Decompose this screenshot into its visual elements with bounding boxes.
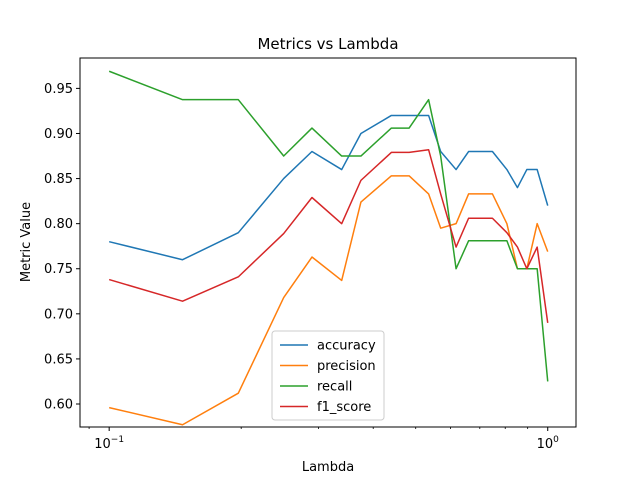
series-line-recall bbox=[108, 70, 549, 382]
series-line-f1-score bbox=[108, 148, 549, 323]
legend-box bbox=[271, 330, 385, 421]
y-tick-label: 0.95 bbox=[44, 82, 73, 97]
y-axis: 0.60 0.65 0.70 0.75 0.80 0.85 0.90 0.95 bbox=[44, 82, 80, 413]
y-tick-label: 0.75 bbox=[44, 262, 73, 277]
x-axis-label: Lambda bbox=[302, 460, 354, 475]
legend-label: recall bbox=[317, 380, 352, 395]
series-line-accuracy bbox=[108, 114, 549, 261]
y-tick-label: 0.80 bbox=[44, 217, 73, 232]
chart-title: Metrics vs Lambda bbox=[257, 35, 398, 53]
x-tick-base: 10 bbox=[94, 437, 111, 452]
x-axis: 10−1 100 bbox=[88, 427, 560, 452]
y-axis-label: Metric Value bbox=[19, 202, 34, 282]
x-tick-exponent: 0 bbox=[553, 435, 559, 445]
y-tick-label: 0.60 bbox=[44, 398, 73, 413]
x-tick-label: 100 bbox=[537, 435, 560, 452]
x-tick-base: 10 bbox=[537, 437, 554, 452]
x-tick-exponent: −1 bbox=[111, 435, 124, 445]
legend-item: accuracy bbox=[280, 339, 376, 354]
y-tick-label: 0.70 bbox=[44, 307, 73, 322]
legend-label: f1_score bbox=[317, 400, 371, 415]
legend-item: recall bbox=[280, 380, 352, 395]
x-tick-label: 10−1 bbox=[94, 435, 124, 452]
series-lines bbox=[108, 70, 549, 426]
plot-frame bbox=[79, 57, 577, 428]
legend-item: f1_score bbox=[280, 400, 371, 415]
y-tick-label: 0.90 bbox=[44, 127, 73, 142]
legend-item: precision bbox=[280, 359, 376, 374]
legend-label: accuracy bbox=[317, 339, 376, 354]
legend-label: precision bbox=[317, 359, 376, 374]
legend: accuracy precision recall f1_score bbox=[271, 330, 385, 421]
y-tick-label: 0.85 bbox=[44, 172, 73, 187]
y-tick-label: 0.65 bbox=[44, 352, 73, 367]
